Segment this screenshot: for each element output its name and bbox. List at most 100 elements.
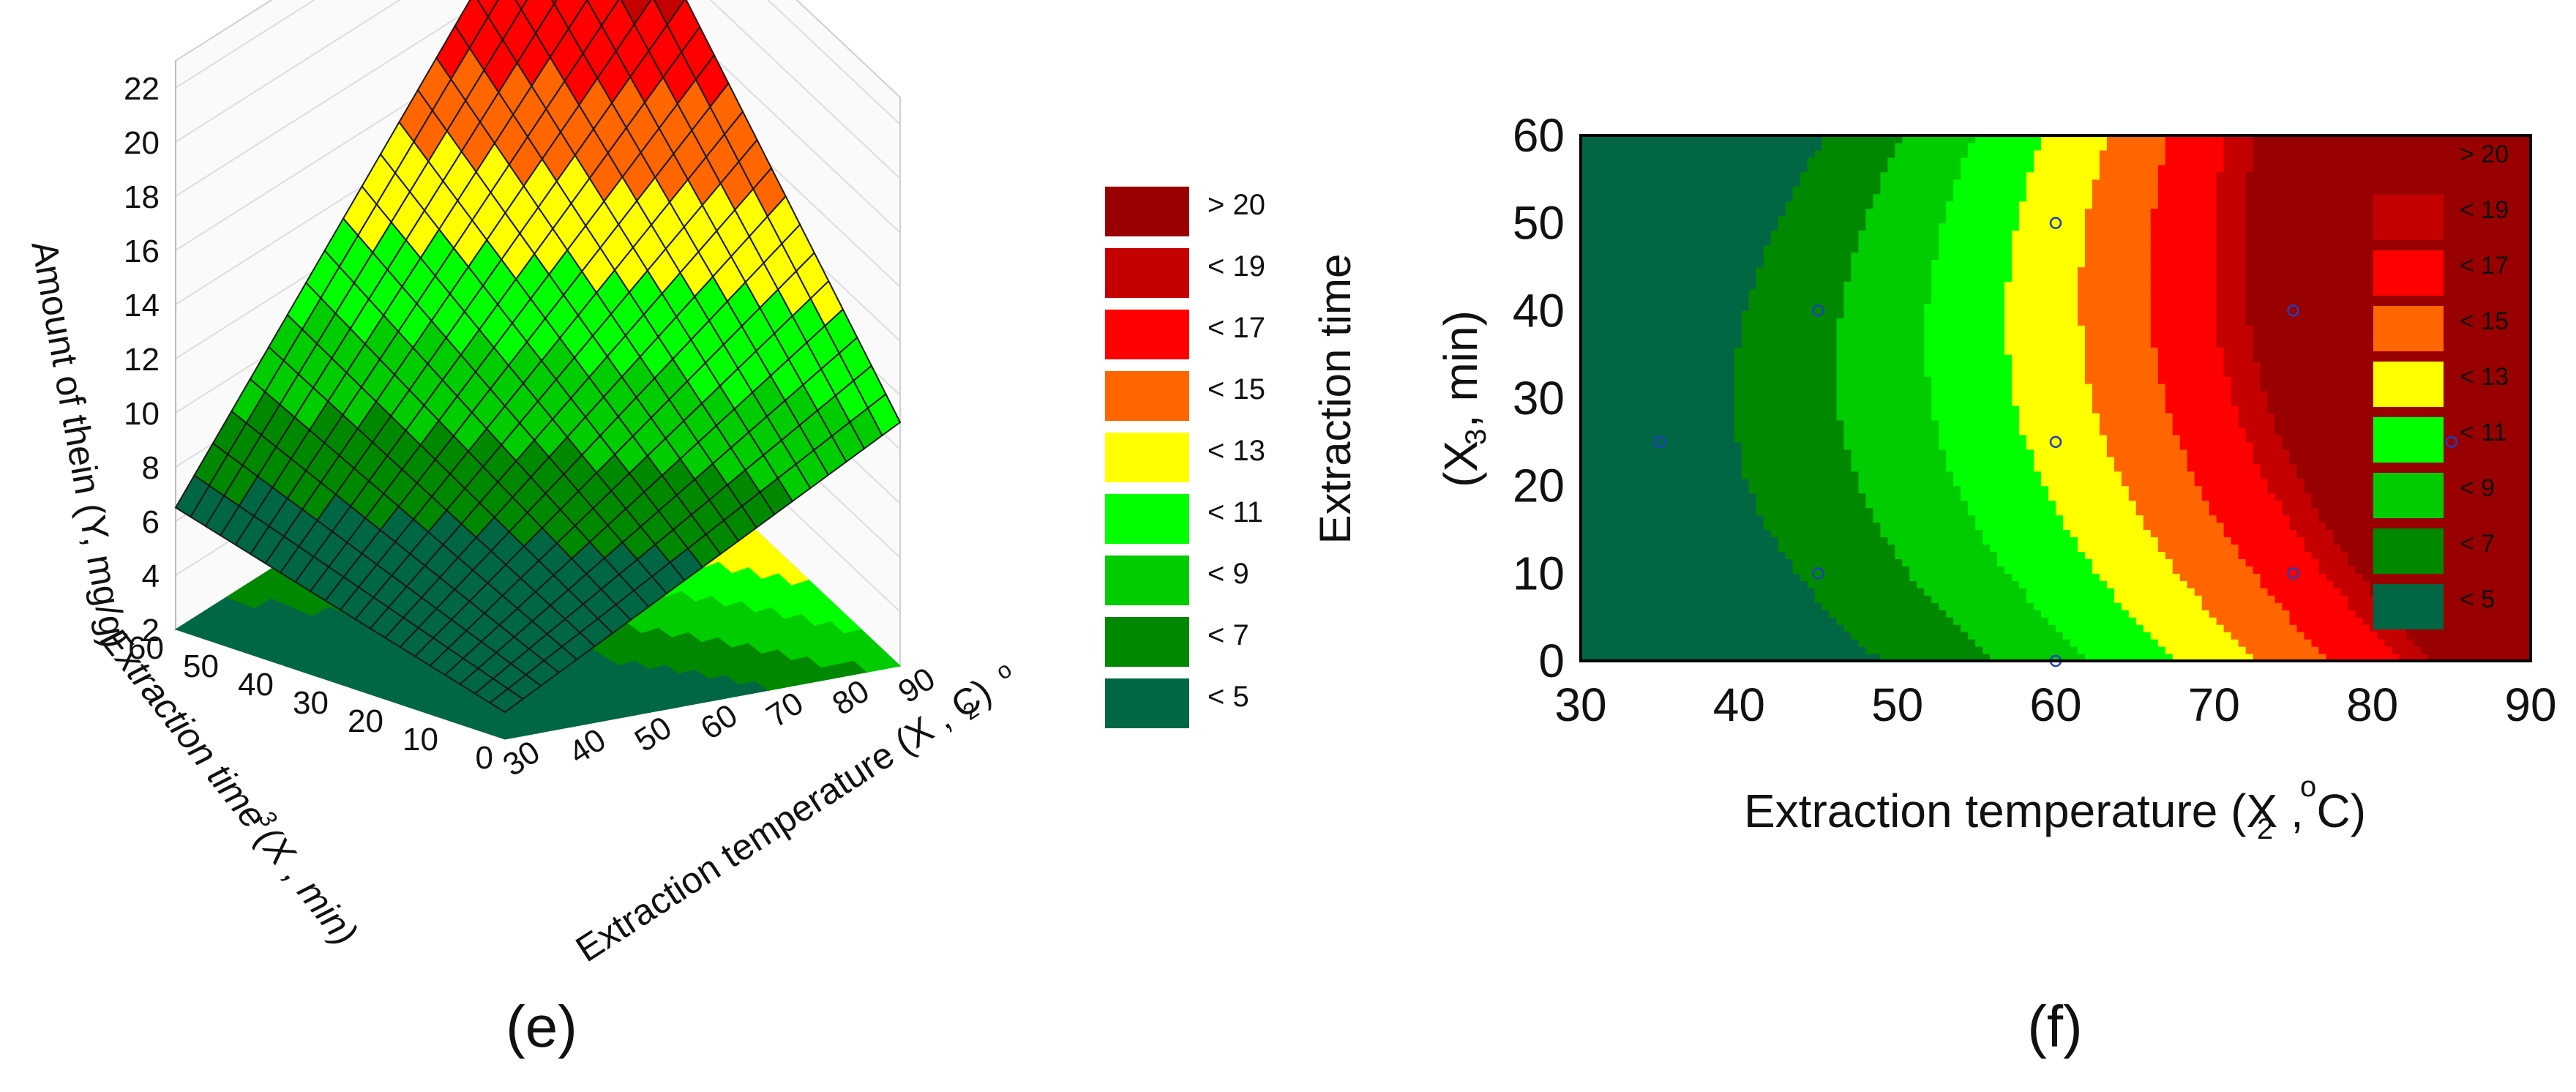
contour-cell	[1624, 230, 1633, 239]
contour-cell	[1653, 384, 1662, 392]
contour-cell	[1712, 186, 1721, 195]
contour-cell	[1581, 478, 1589, 487]
contour-cell	[1682, 617, 1691, 625]
contour-cell	[1792, 588, 1801, 596]
contour-cell	[1821, 347, 1830, 355]
contour-cell	[1829, 639, 1838, 647]
contour-cell	[1587, 632, 1596, 640]
contour-cell	[1931, 398, 1939, 406]
contour-cell	[1763, 558, 1772, 566]
contour-cell	[1858, 536, 1866, 545]
contour-cell	[1858, 340, 1866, 348]
contour-cell	[1646, 296, 1655, 304]
contour-cell	[1836, 595, 1845, 603]
contour-cell	[1887, 544, 1895, 553]
contour-cell	[1609, 566, 1618, 574]
contour-cell	[1800, 340, 1808, 348]
contour-cell	[1821, 449, 1830, 457]
contour-cell	[1851, 485, 1860, 494]
contour-cell	[1917, 303, 1925, 311]
contour-cell	[1836, 405, 1845, 414]
contour-cell	[1726, 566, 1735, 574]
contour-cell	[1917, 369, 1925, 377]
contour-cell	[1690, 222, 1699, 231]
contour-cell	[1639, 500, 1647, 509]
contour-cell	[1719, 463, 1728, 472]
contour-cell	[1770, 515, 1779, 523]
contour-cell	[1902, 434, 1910, 443]
contour-cell	[1624, 493, 1633, 501]
contour-cell	[1807, 318, 1816, 326]
contour-cell	[1946, 222, 1954, 231]
contour-cell	[1895, 332, 1903, 340]
contour-cell	[1865, 602, 1873, 610]
contour-cell	[1668, 208, 1677, 217]
contour-cell	[1939, 288, 1947, 296]
contour-cell	[1821, 303, 1830, 311]
contour-cell	[1953, 391, 1961, 399]
contour-cell	[1602, 654, 1611, 661]
contour-cell	[1719, 580, 1728, 588]
contour-cell	[1961, 362, 1969, 370]
contour-cell	[1617, 427, 1625, 435]
x-tick-label: 50	[629, 709, 678, 759]
contour-cell	[1961, 588, 1969, 596]
contour-cell	[1895, 288, 1903, 296]
contour-cell	[1931, 347, 1939, 355]
contour-cell	[1917, 654, 1925, 661]
contour-cell	[1895, 391, 1903, 399]
contour-cell	[1595, 230, 1603, 239]
contour-cell	[1924, 252, 1932, 261]
contour-cell	[1624, 610, 1633, 618]
contour-cell	[1946, 405, 1954, 414]
contour-cell	[1909, 135, 1917, 143]
contour-cell	[1843, 536, 1852, 545]
contour-cell	[1719, 222, 1728, 231]
contour-cell	[1836, 222, 1845, 231]
contour-cell	[1887, 566, 1895, 574]
contour-cell	[1865, 303, 1873, 311]
contour-cell	[1712, 164, 1721, 173]
contour-cell	[1873, 551, 1881, 559]
contour-cell	[1734, 303, 1742, 311]
contour-cell	[1821, 215, 1830, 224]
contour-cell	[1961, 398, 1969, 406]
contour-cell	[1653, 354, 1662, 362]
contour-cell	[1851, 266, 1860, 275]
contour-cell	[1836, 632, 1845, 640]
contour-cell	[1770, 573, 1779, 581]
contour-cell	[1829, 624, 1838, 632]
contour-cell	[1631, 566, 1640, 574]
contour-cell	[1639, 252, 1647, 261]
contour-cell	[1961, 558, 1969, 566]
contour-cell	[1792, 274, 1801, 283]
contour-cell	[1712, 230, 1721, 239]
contour-cell	[1961, 485, 1969, 494]
contour-cell	[1836, 149, 1845, 158]
contour-cell	[1712, 493, 1721, 501]
contour-cell	[1712, 208, 1721, 217]
contour-cell	[1668, 515, 1677, 523]
contour-cell	[1953, 332, 1961, 340]
contour-cell	[1639, 449, 1647, 457]
contour-cell	[1902, 405, 1910, 414]
contour-cell	[1675, 551, 1684, 559]
contour-cell	[1617, 281, 1625, 290]
contour-cell	[1712, 427, 1721, 435]
contour-cell	[1873, 624, 1881, 632]
contour-cell	[1821, 171, 1830, 180]
contour-cell	[1734, 595, 1742, 603]
contour-cell	[1617, 135, 1625, 143]
contour-cell	[1895, 347, 1903, 355]
contour-cell	[1675, 522, 1684, 531]
x-axis-label-superscript: o	[991, 656, 1016, 685]
contour-cell	[1653, 419, 1662, 428]
contour-cell	[1843, 646, 1852, 654]
contour-cell	[1770, 340, 1779, 348]
contour-cell	[1843, 230, 1852, 239]
contour-cell	[1873, 259, 1881, 268]
contour-cell	[1697, 347, 1706, 355]
contour-cell	[1690, 215, 1699, 224]
contour-cell	[1639, 237, 1647, 246]
contour-cell	[1946, 252, 1954, 261]
